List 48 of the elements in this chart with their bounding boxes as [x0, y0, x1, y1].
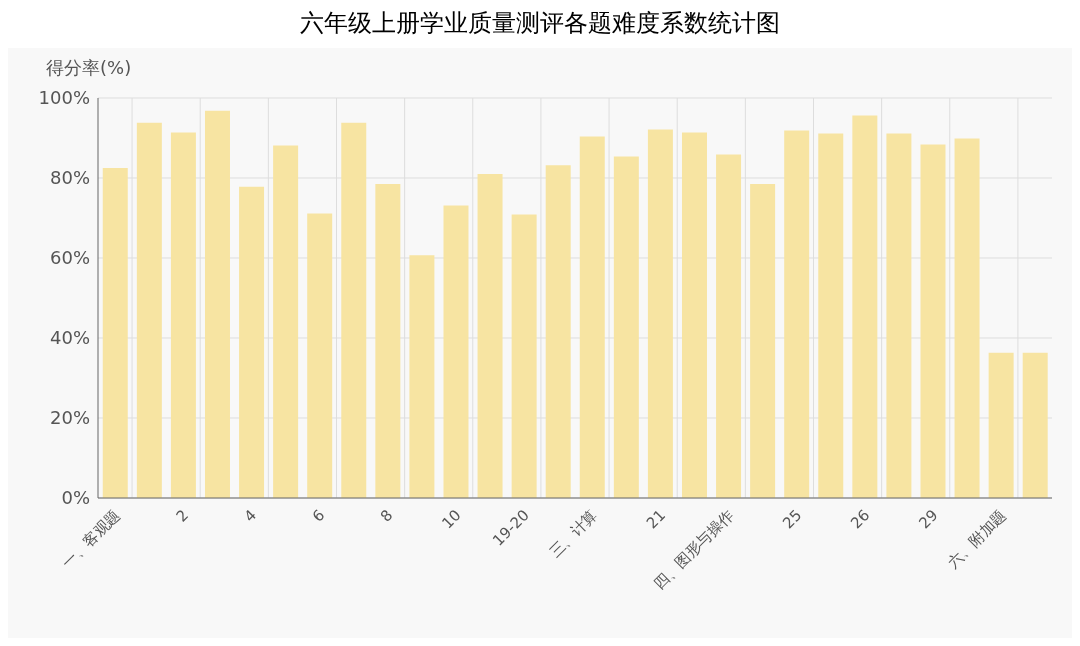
x-tick-label: 三、计算	[545, 506, 601, 562]
bar	[681, 132, 707, 498]
bar	[1022, 352, 1048, 498]
y-tick-label: 0%	[61, 487, 90, 509]
bar	[239, 186, 265, 498]
bar	[511, 214, 537, 498]
bar	[750, 184, 776, 498]
bar	[954, 138, 980, 498]
x-tick-label: 21	[642, 506, 670, 533]
bar	[341, 122, 367, 498]
x-tick-label: 4	[240, 506, 261, 526]
bar	[136, 122, 162, 498]
x-tick-label: 8	[376, 506, 397, 526]
bar	[818, 133, 844, 498]
bar	[988, 352, 1014, 498]
y-tick-label: 60%	[49, 247, 90, 269]
bar	[886, 133, 912, 498]
bar	[784, 130, 810, 498]
x-tick-label: 六、附加题	[943, 506, 1010, 572]
bar	[852, 115, 878, 498]
y-tick-label: 20%	[49, 407, 90, 429]
x-tick-label: 29	[915, 506, 942, 533]
x-tick-label: 一、客观题	[58, 506, 124, 572]
x-tick-label: 6	[308, 506, 329, 526]
x-tick-label: 2	[172, 506, 193, 526]
bar	[545, 165, 571, 498]
y-tick-label: 40%	[49, 327, 90, 349]
bar	[443, 205, 469, 498]
y-tick-label: 80%	[49, 167, 90, 189]
y-axis-title: 得分率(%)	[46, 56, 132, 80]
chart-title: 六年级上册学业质量测评各题难度系数统计图	[299, 8, 781, 39]
bar	[204, 110, 230, 498]
bar	[375, 184, 401, 498]
bar	[716, 154, 742, 498]
bar	[647, 129, 673, 498]
bar	[170, 132, 196, 498]
bar	[920, 144, 946, 498]
x-tick-label: 26	[847, 506, 874, 533]
bar	[613, 156, 639, 498]
bar	[579, 136, 605, 498]
bar	[273, 145, 299, 498]
bar	[409, 255, 435, 498]
y-tick-label: 100%	[38, 87, 90, 109]
bar	[102, 168, 128, 498]
x-tick-label: 10	[438, 506, 465, 533]
bar	[307, 213, 333, 498]
x-tick-label: 25	[779, 506, 806, 533]
bar	[477, 174, 503, 498]
